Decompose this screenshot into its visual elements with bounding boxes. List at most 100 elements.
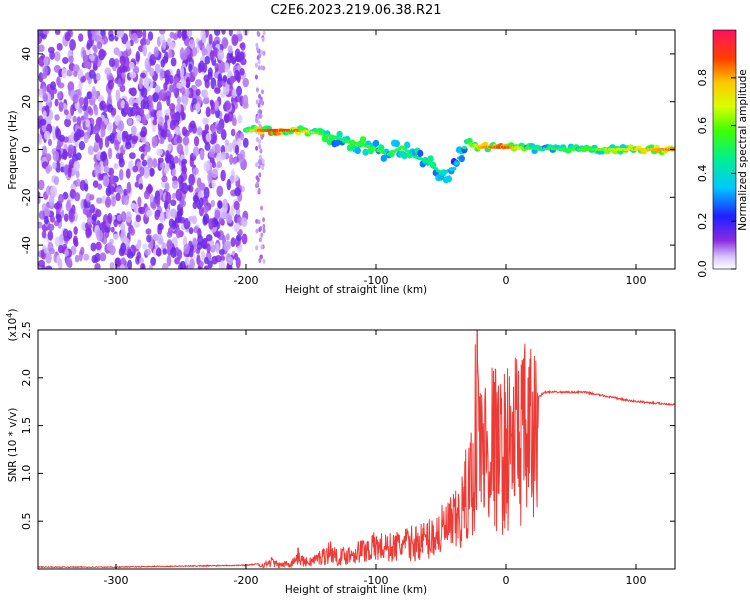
heatmap-cell — [135, 114, 142, 123]
heatmap-cell — [229, 56, 237, 63]
heatmap-cell — [83, 134, 89, 144]
heatmap-cell — [91, 85, 96, 98]
heatmap-cell — [193, 136, 200, 147]
heatmap-cell — [206, 243, 211, 254]
heatmap-cell — [47, 138, 53, 147]
heatmap-cell — [91, 213, 98, 222]
heatmap-cell — [256, 115, 260, 121]
heatmap-cell — [240, 42, 246, 51]
heatmap-cell — [137, 196, 142, 208]
heatmap-cell — [609, 144, 616, 150]
heatmap-cell — [204, 55, 211, 65]
heatmap-cell — [68, 212, 75, 223]
heatmap-cell — [262, 228, 266, 234]
heatmap-cell — [76, 88, 81, 96]
heatmap-cell — [170, 208, 177, 218]
heatmap-cell — [132, 66, 140, 75]
heatmap-cell — [114, 139, 120, 151]
heatmap-cell — [56, 42, 63, 51]
heatmap-cell — [76, 128, 82, 141]
heatmap-cell — [197, 62, 202, 74]
heatmap-cell — [188, 227, 194, 235]
heatmap-cell — [45, 265, 53, 269]
heatmap-cell — [98, 173, 104, 181]
heatmap-cell — [50, 185, 58, 198]
heatmap-cell — [169, 102, 176, 112]
heatmap-cell — [261, 165, 265, 171]
heatmap-cell — [162, 248, 168, 255]
heatmap-cell — [179, 180, 184, 192]
heatmap-cell — [508, 142, 515, 148]
heatmap-cell — [159, 162, 166, 169]
heatmap-cell — [175, 226, 181, 239]
heatmap-cell — [203, 256, 209, 265]
heatmap-cell — [120, 100, 126, 109]
heatmap-cell — [202, 213, 210, 225]
heatmap-cell — [131, 32, 138, 42]
heatmap-cell — [139, 166, 145, 177]
heatmap-cell — [112, 233, 120, 241]
heatmap-cell — [54, 114, 60, 121]
heatmap-cell — [202, 204, 209, 214]
heatmap-cell — [70, 245, 77, 256]
heatmap-cell — [258, 237, 262, 243]
heatmap-cell — [130, 125, 137, 136]
heatmap-cell — [212, 131, 218, 144]
heatmap-cell — [173, 155, 179, 164]
heatmap-cell — [214, 209, 221, 219]
heatmap-cell — [181, 112, 186, 121]
heatmap-cell — [143, 168, 150, 179]
heatmap-cell — [183, 95, 189, 105]
heatmap-cell — [227, 256, 234, 266]
heatmap-cell — [38, 55, 45, 67]
heatmap-cell — [39, 118, 47, 126]
heatmap-cell — [218, 248, 225, 256]
heatmap-cell — [218, 259, 226, 269]
heatmap-cell — [227, 45, 233, 54]
heatmap-cell — [181, 158, 188, 165]
heatmap-cell — [256, 177, 260, 183]
heatmap-cell — [222, 39, 229, 47]
heatmap-cell — [163, 121, 168, 134]
heatmap-cell — [75, 178, 81, 187]
heatmap-cell — [119, 55, 127, 65]
heatmap-cell — [63, 213, 69, 222]
heatmap-cell — [127, 259, 133, 269]
heatmap-cell — [104, 117, 109, 125]
heatmap-cell — [401, 152, 408, 160]
heatmap-cell — [165, 192, 172, 204]
heatmap-cell — [261, 158, 265, 164]
heatmap-cell — [167, 227, 174, 235]
heatmap-cell — [138, 77, 144, 90]
heatmap-cell — [262, 50, 266, 56]
heatmap-cell — [203, 186, 210, 199]
heatmap-cell — [106, 242, 113, 252]
heatmap-cell — [217, 200, 223, 209]
heatmap-cell — [201, 44, 206, 57]
heatmap-cell — [90, 242, 97, 252]
snr-panel: -300 -200 -100 0 100 0.5 1.0 1.5 2.0 2.5 Height … — [5, 309, 676, 596]
heatmap-cell — [161, 175, 168, 183]
heatmap-cell — [258, 227, 262, 233]
heatmap-cell — [171, 192, 177, 199]
heatmap-cell — [94, 106, 99, 116]
heatmap-cell — [372, 139, 380, 147]
heatmap-cell — [140, 153, 145, 161]
heatmap-cell — [47, 230, 54, 241]
heatmap-cell — [201, 129, 208, 138]
heatmap-cell — [164, 155, 172, 163]
heatmap-cell — [149, 101, 154, 113]
heatmap-cell — [149, 54, 157, 66]
heatmap-cell — [210, 100, 215, 110]
heatmap-cell — [259, 148, 263, 154]
x-tick-label: 100 — [626, 274, 647, 287]
heatmap-cell — [176, 143, 184, 155]
heatmap-cell — [238, 51, 245, 61]
snr-multiplier: (x104) — [5, 309, 20, 342]
heatmap-cell — [149, 67, 155, 77]
heatmap-cell — [38, 36, 42, 45]
heatmap-cell — [336, 130, 343, 139]
heatmap-cell — [169, 119, 176, 131]
heatmap-cell — [118, 158, 125, 168]
heatmap-cell — [93, 140, 100, 153]
